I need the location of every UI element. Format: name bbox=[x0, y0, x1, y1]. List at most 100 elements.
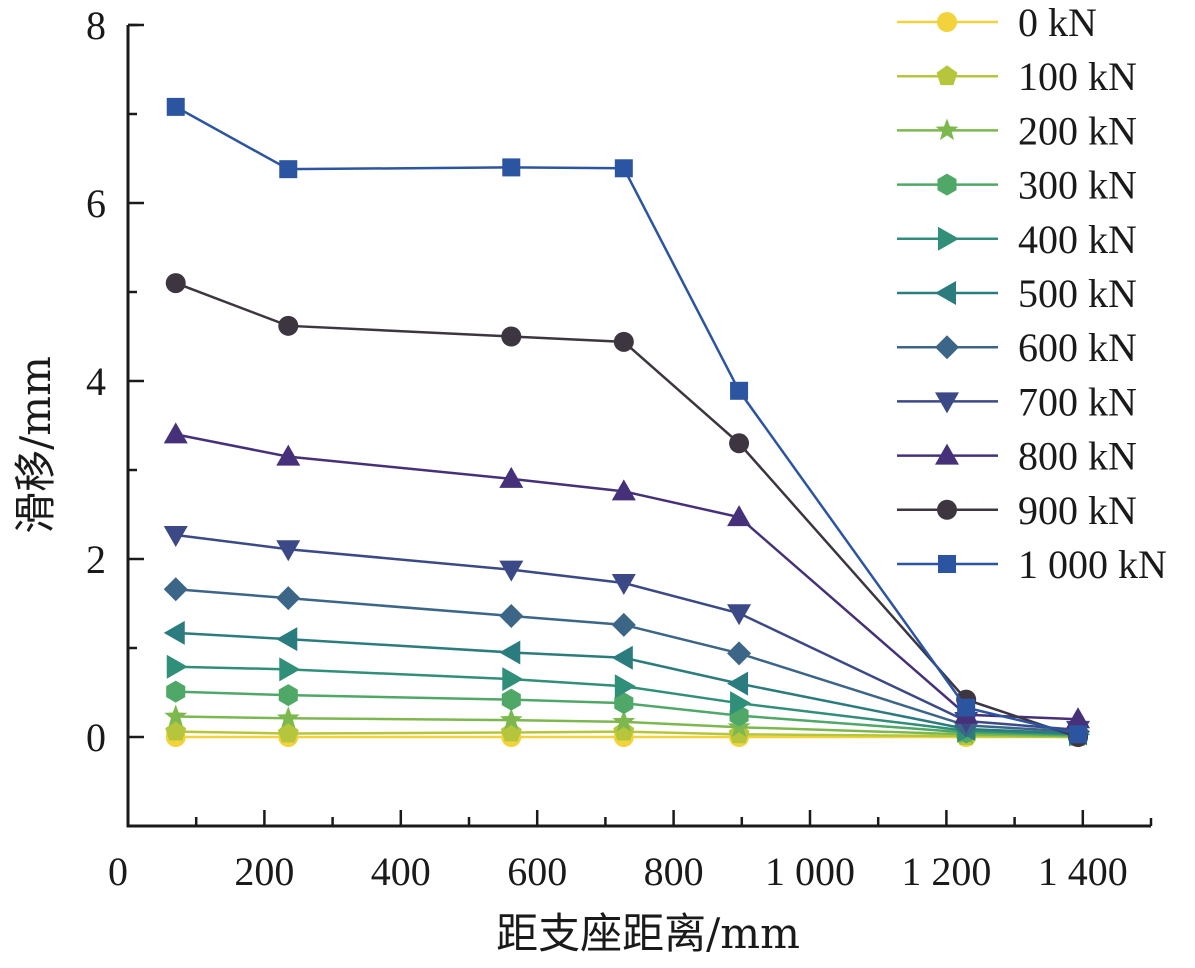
legend-label: 1 000 kN bbox=[1018, 542, 1167, 587]
legend-marker bbox=[935, 443, 959, 465]
legend-item: 700 kN bbox=[897, 379, 1137, 424]
data-point bbox=[611, 479, 636, 501]
legend-item: 300 kN bbox=[897, 163, 1137, 208]
legend-item: 0 kN bbox=[897, 0, 1097, 45]
data-point bbox=[499, 708, 523, 730]
data-point bbox=[165, 720, 187, 741]
legend-label: 100 kN bbox=[1018, 54, 1137, 99]
data-point bbox=[729, 433, 750, 454]
legend-label: 200 kN bbox=[1018, 108, 1137, 153]
data-point bbox=[276, 706, 300, 729]
x-tick-label: 600 bbox=[507, 849, 567, 894]
data-point bbox=[502, 667, 524, 692]
data-point bbox=[499, 560, 524, 582]
x-tick-label: 400 bbox=[371, 849, 431, 894]
legend-label: 600 kN bbox=[1018, 325, 1137, 370]
data-point bbox=[279, 160, 298, 179]
data-point bbox=[502, 158, 521, 177]
legend-marker bbox=[935, 118, 959, 141]
x-axis-title: 距支座距离/mm bbox=[496, 909, 800, 958]
data-point bbox=[614, 159, 633, 178]
legend-marker bbox=[937, 499, 957, 520]
legend-marker bbox=[935, 392, 959, 414]
data-point bbox=[278, 684, 298, 707]
legend-label: 300 kN bbox=[1018, 163, 1137, 208]
legend-marker bbox=[935, 335, 959, 360]
data-point bbox=[279, 657, 301, 682]
legend-label: 700 kN bbox=[1018, 379, 1137, 424]
data-point bbox=[165, 273, 186, 294]
data-point bbox=[166, 97, 185, 116]
legend-marker bbox=[938, 555, 956, 573]
data-point bbox=[611, 574, 636, 596]
data-point bbox=[499, 466, 524, 488]
legend-label: 500 kN bbox=[1018, 271, 1137, 316]
data-point bbox=[614, 692, 634, 715]
legend-label: 900 kN bbox=[1018, 488, 1137, 533]
data-point bbox=[163, 422, 188, 444]
data-point bbox=[1066, 707, 1091, 729]
x-tick-label: 1 400 bbox=[1038, 849, 1128, 894]
data-point bbox=[499, 640, 521, 665]
data-point bbox=[612, 709, 636, 732]
data-point bbox=[613, 331, 634, 352]
legend: 0 kN 100 kN 200 kN 300 kN 400 kN 500 kN 600 kN… bbox=[897, 0, 1167, 587]
y-tick-label: 4 bbox=[86, 359, 106, 404]
x-tick-label: 1 200 bbox=[901, 849, 991, 894]
data-point bbox=[727, 604, 752, 626]
legend-item: 100 kN bbox=[897, 54, 1137, 99]
legend-item: 400 kN bbox=[897, 217, 1137, 262]
legend-marker bbox=[938, 226, 959, 251]
data-point bbox=[611, 612, 636, 637]
legend-marker bbox=[935, 281, 956, 305]
legend-item: 800 kN bbox=[897, 434, 1137, 479]
data-point bbox=[501, 688, 521, 711]
y-tick-label: 8 bbox=[86, 3, 106, 48]
y-tick-label: 2 bbox=[86, 537, 106, 582]
data-point bbox=[278, 315, 299, 336]
x-tick-label: 200 bbox=[234, 849, 294, 894]
legend-item: 200 kN bbox=[897, 108, 1137, 153]
legend-item: 1 000 kN bbox=[897, 542, 1167, 587]
y-tick-label: 6 bbox=[86, 181, 106, 226]
data-point bbox=[730, 381, 749, 400]
data-point bbox=[163, 577, 188, 602]
data-point bbox=[276, 627, 298, 652]
legend-label: 400 kN bbox=[1018, 217, 1137, 262]
data-point bbox=[957, 698, 976, 717]
data-point bbox=[166, 654, 188, 679]
y-tick-label: 0 bbox=[86, 715, 106, 760]
y-axis-title: 滑移/mm bbox=[11, 356, 60, 534]
x-tick-label: 800 bbox=[644, 849, 704, 894]
legend-marker bbox=[936, 65, 958, 86]
data-point bbox=[163, 620, 185, 645]
data-point bbox=[166, 680, 186, 703]
data-point bbox=[164, 704, 188, 727]
legend-label: 0 kN bbox=[1018, 0, 1097, 45]
data-point bbox=[276, 540, 301, 562]
data-point bbox=[276, 444, 301, 466]
series-1000kn bbox=[166, 97, 1088, 744]
data-point bbox=[614, 674, 636, 699]
x-tick-label: 0 bbox=[108, 849, 128, 894]
legend-item: 600 kN bbox=[897, 325, 1137, 370]
legend-marker bbox=[937, 12, 957, 32]
data-point bbox=[611, 645, 633, 670]
data-point bbox=[501, 326, 522, 347]
legend-item: 900 kN bbox=[897, 488, 1137, 533]
legend-marker bbox=[937, 173, 957, 196]
data-point bbox=[730, 691, 752, 716]
series-layer bbox=[163, 97, 1091, 747]
data-point bbox=[1069, 725, 1088, 744]
axes: 0 2 4 6 8 0 200 400 600 800 1 000 1 200 1 400 bbox=[86, 3, 1153, 894]
data-point bbox=[499, 603, 524, 628]
data-point bbox=[277, 722, 299, 743]
data-point bbox=[727, 641, 752, 666]
data-point bbox=[727, 505, 752, 527]
data-point bbox=[727, 671, 749, 696]
legend-item: 500 kN bbox=[897, 271, 1137, 316]
x-tick-label: 1 000 bbox=[765, 849, 855, 894]
data-point bbox=[163, 525, 188, 547]
legend-label: 800 kN bbox=[1018, 434, 1137, 479]
